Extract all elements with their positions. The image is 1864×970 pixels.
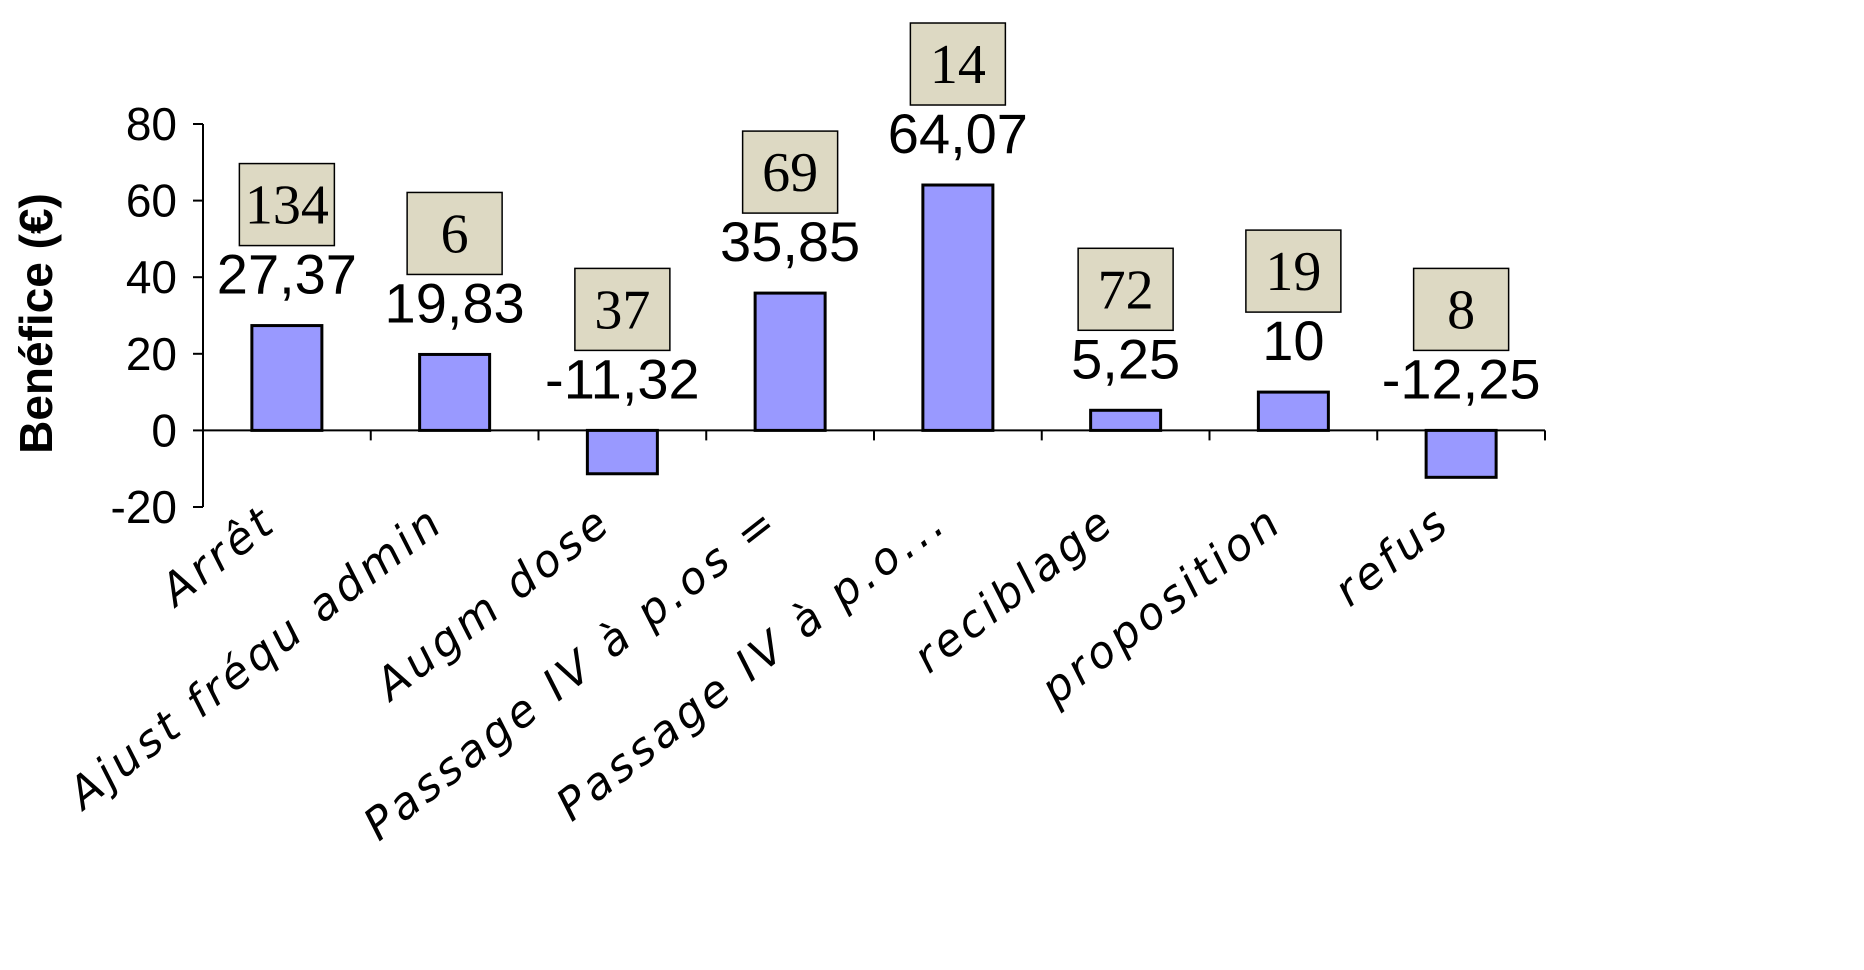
y-ticks: -20 0 20 40 60 80 <box>111 98 203 533</box>
bar <box>1089 408 1163 432</box>
bar <box>585 428 659 476</box>
y-axis-label: Benéfice (€) <box>10 193 62 454</box>
value-label: -12,25 <box>1382 347 1541 410</box>
count-box-label: 14 <box>930 34 986 96</box>
count-box-label: 69 <box>762 142 818 204</box>
count-box <box>741 130 839 214</box>
axes: -20 0 20 40 60 80 <box>111 98 1546 533</box>
bar <box>418 352 492 432</box>
count-box <box>1077 247 1174 332</box>
value-label: 27,37 <box>217 243 357 306</box>
bar <box>1424 428 1498 479</box>
count-box-label: 6 <box>441 203 469 265</box>
count-box <box>574 267 671 352</box>
y-tick-label: 20 <box>126 328 177 380</box>
y-tick-label: 60 <box>126 175 177 227</box>
y-tick-label: 40 <box>126 251 177 303</box>
count-box-label: 134 <box>245 175 329 237</box>
bar <box>753 291 827 432</box>
value-label: 64,07 <box>888 102 1028 165</box>
bar <box>921 183 995 432</box>
count-box-label: 19 <box>1265 241 1321 303</box>
value-label: 5,25 <box>1071 327 1180 390</box>
count-box <box>909 22 1007 106</box>
bar <box>250 324 324 432</box>
count-box <box>406 191 503 276</box>
value-label: 10 <box>1262 309 1324 372</box>
count-box <box>1412 267 1510 352</box>
value-label: 35,85 <box>720 210 860 273</box>
bars <box>250 183 1498 479</box>
value-label: -11,32 <box>545 347 700 410</box>
y-tick-label: -20 <box>111 481 177 533</box>
value-label: 19,83 <box>385 271 525 334</box>
bar <box>1256 390 1330 432</box>
count-box-label: 8 <box>1447 279 1475 341</box>
count-box <box>238 162 336 247</box>
count-box-label: 72 <box>1098 259 1154 321</box>
y-tick-label: 80 <box>126 98 177 150</box>
count-box <box>1245 229 1342 313</box>
count-boxes: 134 6 37 69 14 72 19 8 <box>238 22 1510 352</box>
count-box-label: 37 <box>594 279 650 341</box>
category-label: refus <box>1325 495 1460 616</box>
x-ticks <box>202 430 1546 441</box>
y-tick-label: 0 <box>151 404 177 456</box>
value-labels: 27,37 19,83 -11,32 35,85 64,07 5,25 10 -12,25 <box>217 102 1541 410</box>
